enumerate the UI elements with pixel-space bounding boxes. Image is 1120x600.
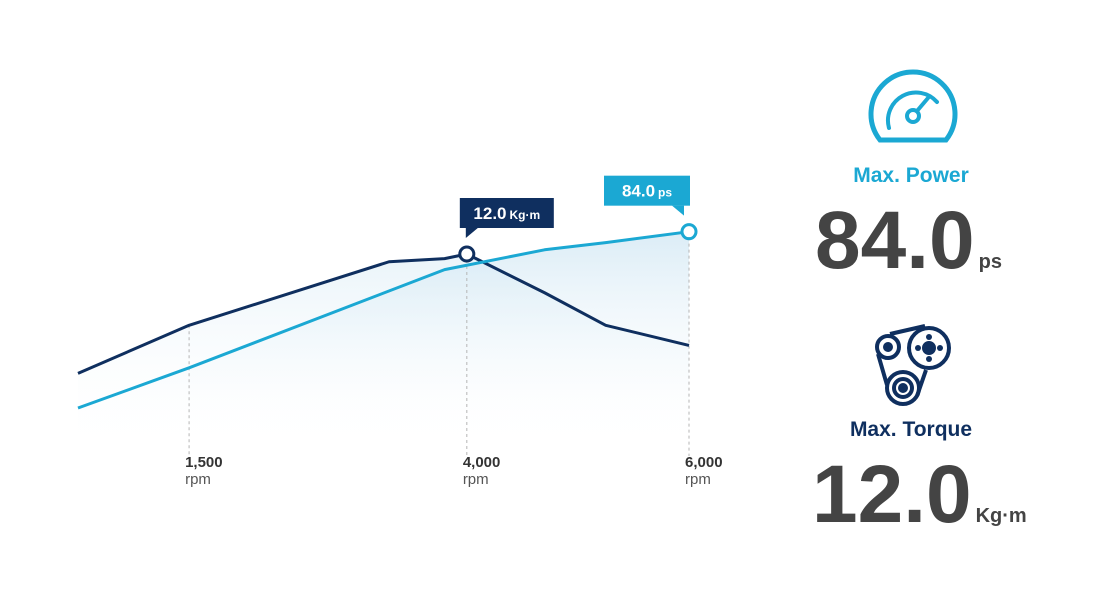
callout-pointer	[672, 205, 684, 216]
x-tick-label: 4,000	[463, 454, 501, 471]
torque-value: 12.0 Kg·m	[812, 449, 1027, 540]
power-unit: ps	[979, 251, 1002, 273]
peak-marker	[680, 223, 698, 241]
power-number: 84.0	[815, 195, 975, 286]
torque-unit: Kg·m	[976, 505, 1027, 527]
power-icon	[868, 69, 958, 143]
power-title: Max. Power	[853, 164, 969, 187]
power-value: 84.0 ps	[815, 195, 1002, 286]
x-unit-label: rpm	[463, 471, 489, 488]
area-fill	[78, 231, 689, 442]
series-line	[77, 252, 690, 375]
callout-box	[604, 175, 690, 206]
torque-icon	[875, 324, 951, 406]
peak-marker	[458, 245, 476, 263]
callout-value: 12.0	[473, 204, 506, 223]
callout-unit: ps	[658, 186, 672, 200]
x-unit-label: rpm	[685, 471, 711, 488]
torque-title: Max. Torque	[850, 418, 972, 441]
series-line	[77, 230, 690, 410]
x-tick-label: 1,500	[185, 454, 223, 471]
x-unit-label: rpm	[185, 471, 211, 488]
callout-text: 84.0 ps	[622, 182, 672, 201]
callout-unit: Kg·m	[510, 208, 541, 222]
callout-box	[459, 198, 554, 228]
callout-value: 84.0	[622, 182, 655, 201]
x-tick-label: 6,000	[685, 454, 723, 471]
torque-number: 12.0	[812, 449, 972, 540]
callout-pointer	[465, 228, 478, 238]
callout-text: 12.0 Kg·m	[473, 204, 540, 223]
